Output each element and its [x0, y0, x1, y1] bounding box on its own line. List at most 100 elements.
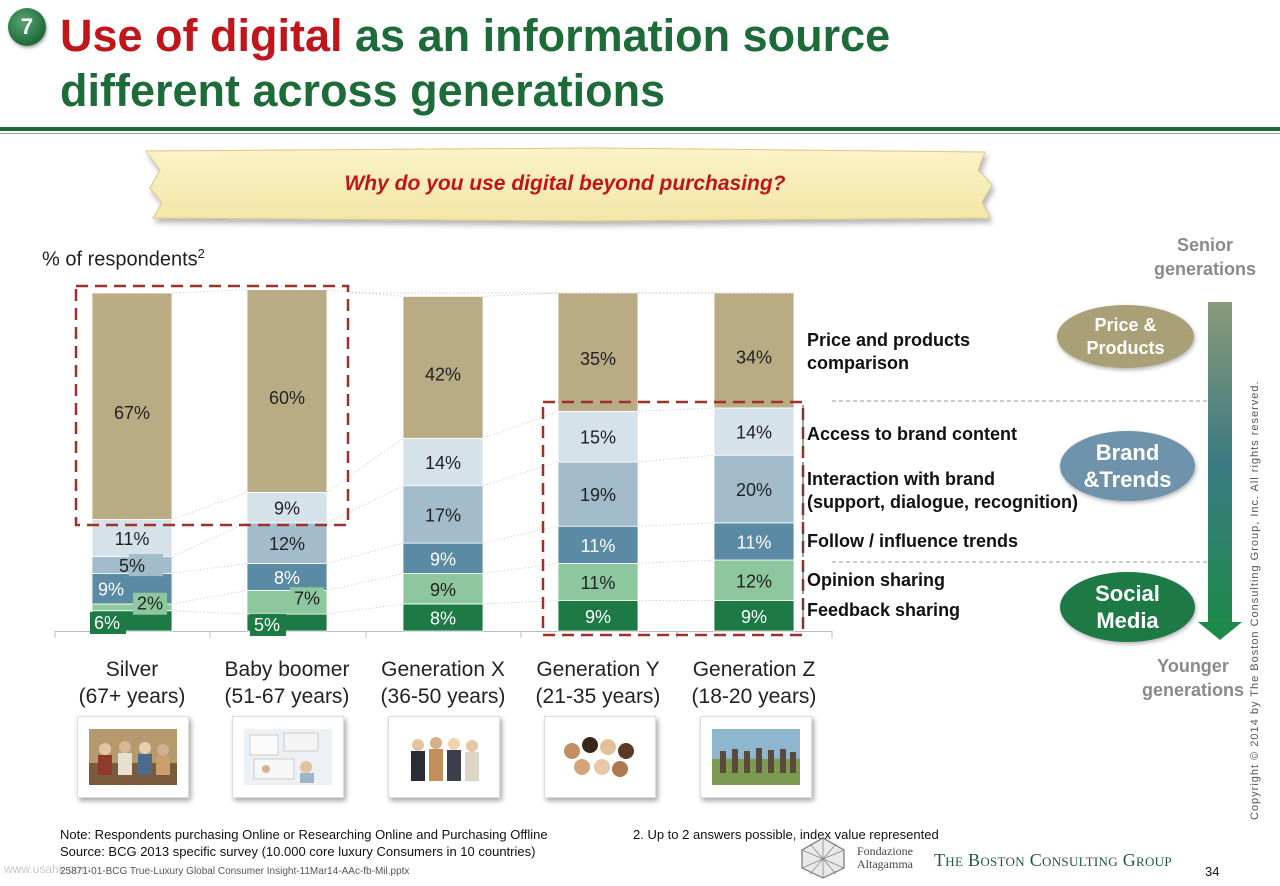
data-label-background	[129, 554, 163, 577]
series-connector-line	[326, 603, 404, 615]
data-label: 8%	[274, 568, 300, 588]
page-number: 34	[1205, 864, 1220, 879]
data-label: 19%	[580, 485, 616, 505]
photo-generation-x	[388, 716, 500, 798]
category-name: Generation Y	[536, 658, 660, 681]
oval-social-media: Social Media	[1060, 572, 1195, 642]
yaxis-label-text: % of respondents	[42, 248, 198, 271]
altagamma-logo-line-2: Altagamma	[857, 857, 913, 871]
data-label-background	[290, 587, 324, 610]
data-label: 34%	[736, 347, 772, 367]
legend-opinion-sharing: Opinion sharing	[807, 570, 945, 590]
series-connector-line	[637, 407, 715, 412]
category-range: (67+ years)	[78, 685, 186, 708]
legend-interaction-with-brand: Interaction with brand (support, dialogue…	[807, 468, 1078, 514]
category-label-silver: Silver (67+ years)	[52, 656, 212, 710]
series-connector-line	[482, 525, 559, 544]
category-range: (18-20 years)	[691, 685, 817, 708]
bar-segment	[557, 525, 639, 564]
legend-price-line-1: Price and products	[807, 330, 971, 350]
series-connector-line	[637, 559, 715, 564]
legend-access-brand-content: Access to brand content	[807, 424, 1018, 444]
series-connector-line	[326, 485, 404, 524]
photo-generation-x-image	[400, 729, 488, 785]
senior-generations-label: Senior generations	[1140, 233, 1270, 281]
data-label: 8%	[430, 608, 456, 628]
legend-feedback-sharing: Feedback sharing	[807, 600, 961, 620]
younger-generations-label: Younger generations	[1128, 654, 1258, 702]
senior-line-1: Senior	[1176, 235, 1233, 255]
bar-segment	[713, 522, 795, 561]
bar-segment	[246, 492, 328, 524]
legend-price-line-2: comparison	[807, 353, 910, 373]
data-label: 7%	[294, 588, 320, 608]
bar-segment	[713, 292, 795, 409]
series-connector-line	[171, 590, 248, 605]
bar-segment	[402, 573, 484, 605]
oval-brand-trends: Brand &Trends	[1060, 431, 1195, 501]
bar-segment	[91, 292, 173, 520]
photo-generation-z-image	[712, 729, 800, 785]
series-connector-line	[171, 563, 248, 574]
bar-segment	[402, 485, 484, 544]
series-connector-line	[326, 438, 404, 493]
legend-interaction-line-2: (support, dialogue, recognition)	[807, 492, 1078, 512]
altagamma-logo: Fondazione Altagamma	[857, 845, 913, 871]
data-label-background	[90, 612, 126, 634]
series-connector-line	[637, 454, 715, 463]
data-label: 14%	[425, 453, 461, 473]
data-label: 9%	[585, 607, 611, 627]
bar-segment	[557, 461, 639, 527]
question-banner	[145, 147, 993, 222]
copyright-notice: Copyright © 2014 by The Boston Consultin…	[1249, 380, 1261, 820]
data-label: 9%	[430, 580, 456, 600]
bar-segment	[246, 522, 328, 564]
category-name: Silver	[105, 658, 159, 681]
yaxis-label-footnote: 2	[197, 246, 205, 261]
bar-segment	[557, 410, 639, 463]
oval-price-products: Price & Products	[1057, 305, 1194, 368]
category-label-baby-boomer: Baby boomer (51-67 years)	[207, 656, 367, 710]
bar-segment	[402, 437, 484, 487]
photo-silver	[77, 716, 189, 798]
photo-generation-z	[700, 716, 812, 798]
data-label: 60%	[269, 388, 305, 408]
altagamma-logo-line-1: Fondazione	[857, 844, 913, 858]
senior-line-2: generations	[1153, 259, 1257, 279]
series-connector-line	[326, 542, 404, 564]
oval-brand-line-2: &Trends	[1083, 467, 1172, 492]
category-name: Generation X	[381, 658, 505, 681]
photo-generation-y-image	[556, 729, 644, 785]
data-label: 17%	[425, 505, 461, 525]
series-connector-line	[482, 410, 559, 439]
data-label: 35%	[580, 349, 616, 369]
photo-silver-image	[89, 729, 177, 785]
bar-segment	[557, 563, 639, 601]
legend-price-comparison: Price and products comparison	[807, 329, 970, 375]
bar-segment	[713, 600, 795, 632]
series-connector-line	[326, 289, 404, 297]
title-divider-thin	[0, 133, 1280, 134]
watermark: www.usahk.com	[4, 862, 91, 876]
bar-segment	[713, 407, 795, 456]
data-label: 6%	[94, 613, 120, 633]
yaxis-label: % of respondents2	[42, 246, 205, 272]
oval-price-line-2: Products	[1086, 337, 1165, 358]
data-label-background	[133, 592, 167, 615]
data-label: 20%	[736, 480, 772, 500]
series-connector-line	[171, 492, 248, 520]
series-connector-line	[482, 563, 559, 574]
footnote-source: Source: BCG 2013 specific survey (10.000…	[60, 844, 536, 859]
legend-interaction-line-1: Interaction with brand	[807, 469, 996, 489]
slide-number-badge: 7	[8, 8, 46, 46]
younger-line-1: Younger	[1157, 656, 1229, 676]
title-highlight: Use of digital	[60, 10, 343, 61]
title-part-2: different across generations	[60, 65, 666, 116]
data-label: 9%	[430, 549, 456, 569]
data-label: 2%	[137, 594, 163, 614]
highlight-box-senior	[74, 284, 350, 527]
slide-number: 7	[20, 14, 34, 39]
photo-generation-y	[544, 716, 656, 798]
